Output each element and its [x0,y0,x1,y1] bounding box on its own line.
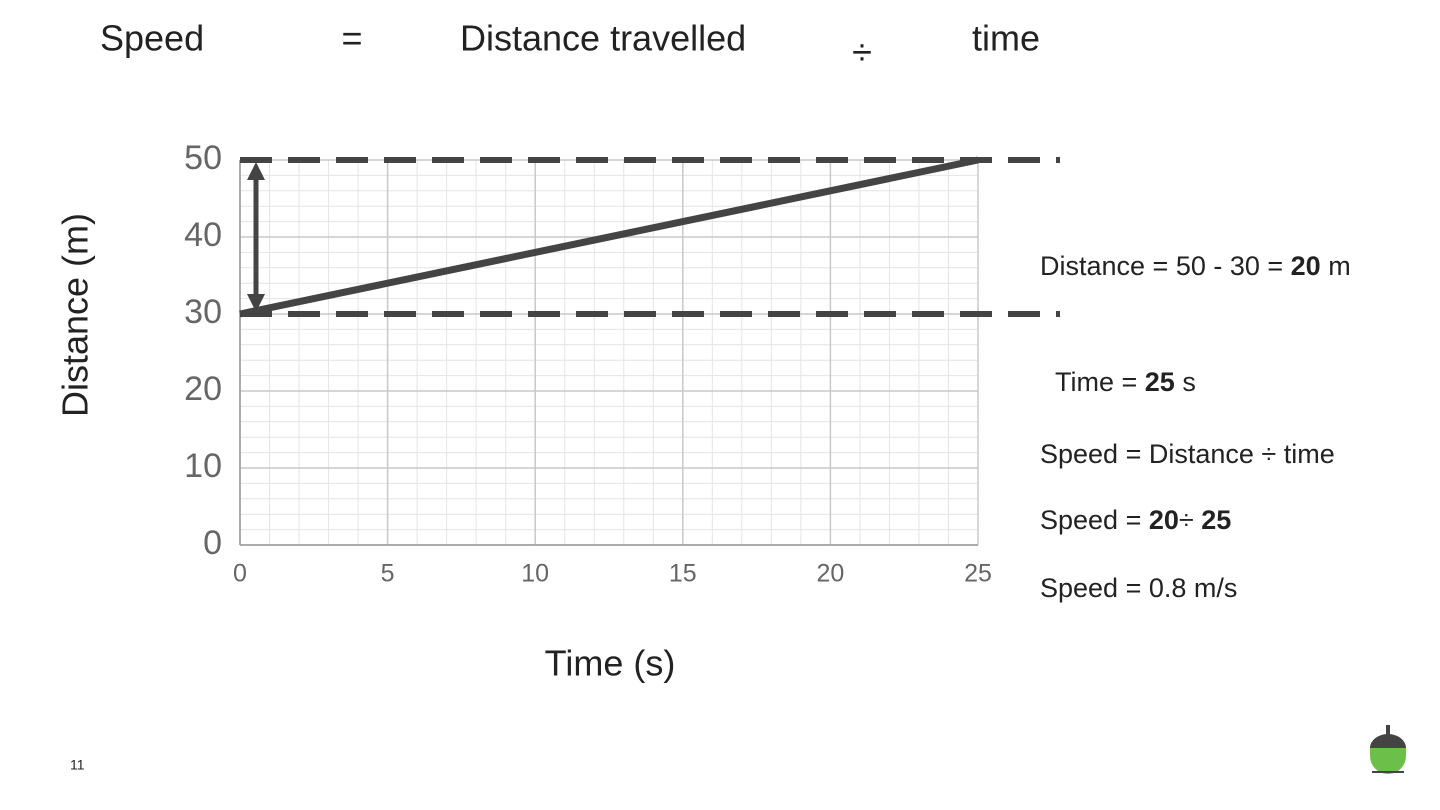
y-tick-label: 20 [184,370,222,408]
x-tick-label: 20 [816,560,844,588]
note-line: Distance = 50 - 30 = 20 m [1040,251,1351,281]
y-tick-label: 40 [184,216,222,254]
note-line: Time = 25 s [1055,367,1196,397]
note-text: 20 [1149,505,1179,535]
note-text: Time = [1055,367,1145,397]
note-text: 25 [1201,505,1231,535]
header-term: = [341,18,362,59]
note-line: Speed = 20÷ 25 [1040,505,1231,535]
note-line: Speed = Distance ÷ time [1040,439,1335,469]
header-term: Distance travelled [460,18,746,59]
note-text: 20 [1291,251,1321,281]
y-tick-label: 30 [184,293,222,331]
x-axis-label: Time (s) [545,643,676,684]
x-tick-label: 15 [669,560,697,588]
data-line [239,156,979,318]
arrow-head [247,294,265,312]
note-text: Distance = 50 - 30 = [1040,251,1291,281]
note-text: 25 [1145,367,1175,397]
note-text: m [1321,251,1351,281]
note-line: Speed = 0.8 m/s [1040,573,1237,603]
y-tick-label: 50 [184,139,222,177]
note-text: Speed = 0.8 m/s [1040,573,1237,603]
note-text: Speed = [1040,505,1149,535]
y-tick-label: 10 [184,447,222,485]
header-term: Speed [100,18,204,59]
note-text: Speed = Distance ÷ time [1040,439,1335,469]
note-text: s [1175,367,1196,397]
grid [239,159,979,546]
note-text: ÷ [1179,505,1201,535]
page-number: 11 [70,757,85,773]
x-tick-label: 25 [964,560,992,588]
x-tick-label: 0 [233,560,247,588]
header-term: ÷ [852,32,872,73]
x-tick-label: 10 [521,560,549,588]
y-axis-label: Distance (m) [55,213,96,417]
y-tick-label: 0 [203,524,222,562]
arrow-head [247,162,265,180]
distance-arrow [247,162,265,312]
x-tick-label: 5 [381,560,395,588]
header-term: time [972,18,1040,59]
logo [1370,725,1406,774]
